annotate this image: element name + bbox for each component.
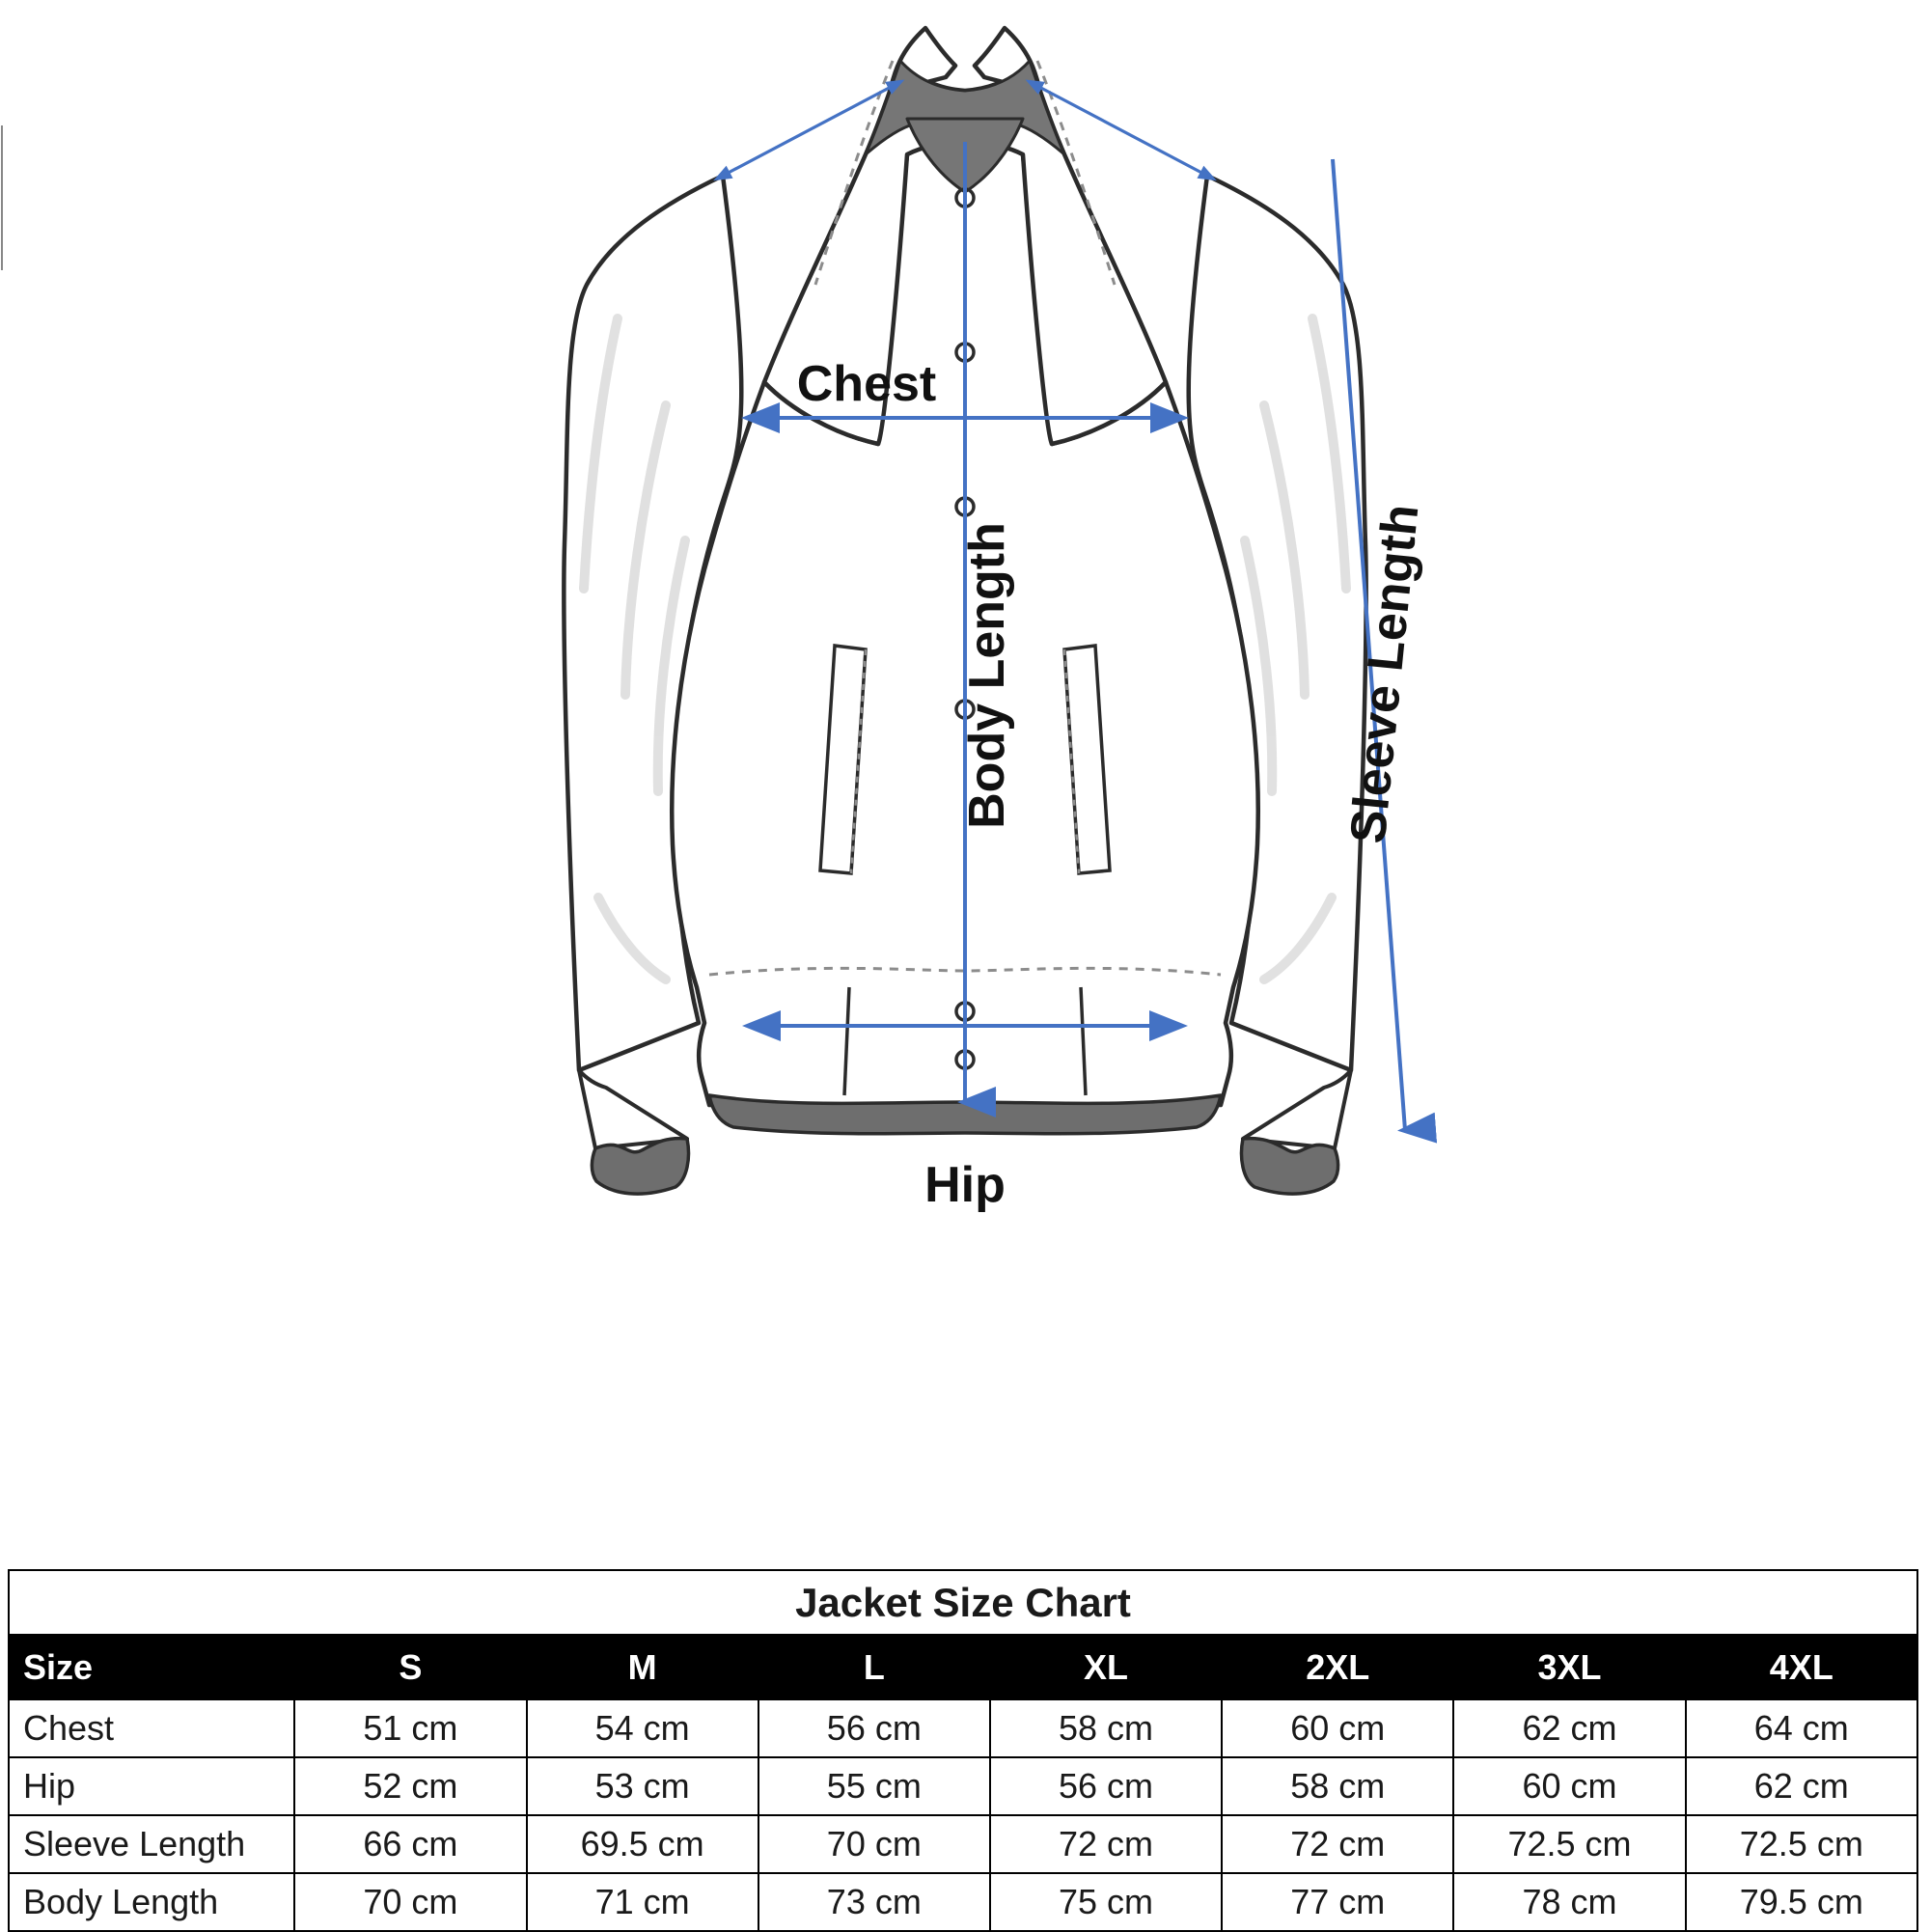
svg-text:Chest: Chest <box>797 356 936 412</box>
svg-text:Hip: Hip <box>924 1157 1006 1213</box>
svg-text:Body Length: Body Length <box>959 522 1015 829</box>
